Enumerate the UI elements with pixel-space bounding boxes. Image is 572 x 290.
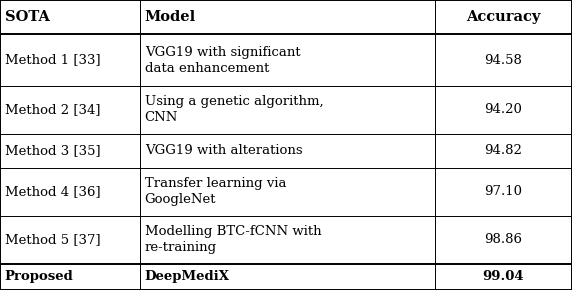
- Text: 99.04: 99.04: [483, 270, 524, 283]
- Text: 94.82: 94.82: [484, 144, 522, 157]
- Text: Using a genetic algorithm,
CNN: Using a genetic algorithm, CNN: [145, 95, 323, 124]
- Text: VGG19 with significant
data enhancement: VGG19 with significant data enhancement: [145, 46, 300, 75]
- Text: Method 5 [37]: Method 5 [37]: [5, 233, 100, 246]
- Text: 97.10: 97.10: [484, 185, 522, 198]
- Text: SOTA: SOTA: [5, 10, 49, 24]
- Text: Method 3 [35]: Method 3 [35]: [5, 144, 100, 157]
- Text: Method 4 [36]: Method 4 [36]: [5, 185, 100, 198]
- Text: 94.20: 94.20: [484, 103, 522, 116]
- Text: DeepMediX: DeepMediX: [145, 270, 230, 283]
- Text: Method 2 [34]: Method 2 [34]: [5, 103, 100, 116]
- Text: Proposed: Proposed: [5, 270, 73, 283]
- Text: Model: Model: [145, 10, 196, 24]
- Text: Transfer learning via
GoogleNet: Transfer learning via GoogleNet: [145, 177, 286, 206]
- Text: Accuracy: Accuracy: [466, 10, 541, 24]
- Text: Method 1 [33]: Method 1 [33]: [5, 54, 100, 66]
- Text: 98.86: 98.86: [484, 233, 522, 246]
- Text: 94.58: 94.58: [484, 54, 522, 66]
- Text: VGG19 with alterations: VGG19 with alterations: [145, 144, 303, 157]
- Text: Modelling BTC-fCNN with
re-training: Modelling BTC-fCNN with re-training: [145, 225, 321, 254]
